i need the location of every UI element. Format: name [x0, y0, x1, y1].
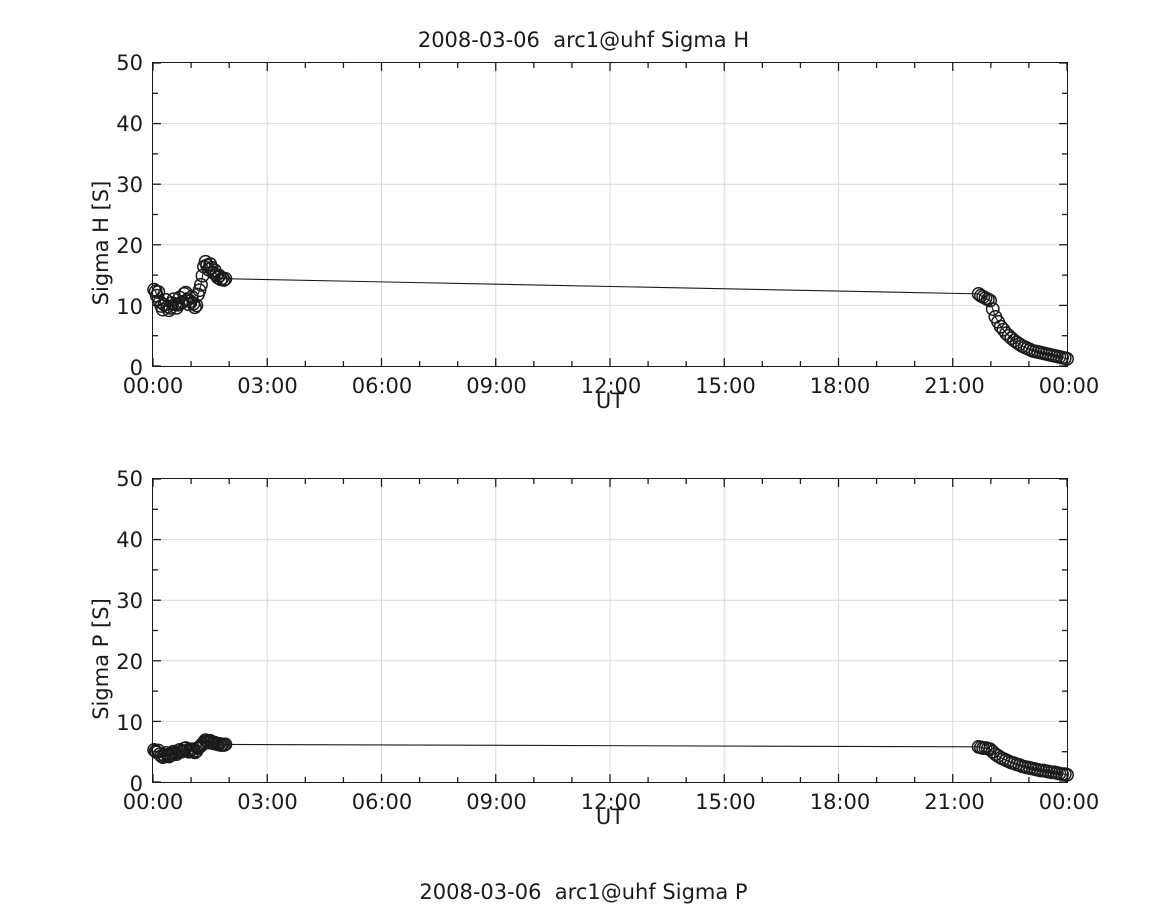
gridlines-sigma-p [153, 479, 1067, 782]
x-tick-label: 15:00 [695, 374, 756, 398]
x-tick-label: 06:00 [351, 790, 413, 814]
data-series-sigma-h [147, 254, 1074, 366]
chart-title-sigma-h: 2008-03-06 arc1@uhf Sigma H [417, 28, 750, 52]
x-tick-label: 09:00 [466, 374, 527, 398]
y-tick-label: 40 [116, 112, 143, 136]
data-series-sigma-p [147, 733, 1074, 782]
y-tick-label: 0 [129, 356, 143, 380]
x-tick-label: 00:00 [122, 374, 184, 398]
y-tick-label: 0 [129, 772, 143, 796]
x-tick-label: 00:00 [1038, 374, 1100, 398]
x-tick-label: 21:00 [924, 374, 985, 398]
axis-ticks-sigma-h [152, 62, 1068, 367]
x-tick-label: 21:00 [924, 790, 985, 814]
y-tick-label: 50 [116, 51, 143, 75]
x-axis-label-sigma-p: UT [595, 805, 625, 829]
y-tick-label: 10 [116, 295, 143, 319]
y-tick-label: 20 [116, 650, 143, 674]
x-axis-label-sigma-h: UT [595, 389, 625, 413]
axis-ticks-sigma-p [152, 478, 1068, 783]
y-tick-label: 30 [116, 173, 143, 197]
x-tick-label: 15:00 [695, 790, 756, 814]
y-axis-label-sigma-p: Sigma P [S] [89, 598, 113, 720]
x-tick-label: 18:00 [809, 790, 871, 814]
x-tick-label: 12:00 [580, 790, 642, 814]
y-axis-label-sigma-h: Sigma H [S] [89, 180, 113, 306]
chart-title-sigma-p: 2008-03-06 arc1@uhf Sigma P [419, 880, 748, 904]
x-tick-label: 03:00 [237, 374, 298, 398]
x-tick-label: 12:00 [580, 374, 642, 398]
gridlines-sigma-h [153, 63, 1067, 366]
x-tick-label: 00:00 [1038, 790, 1100, 814]
x-tick-label: 18:00 [809, 374, 871, 398]
y-tick-label: 30 [116, 589, 143, 613]
plot-area-sigma-h: Sigma H [S] 0 10 20 30 40 50 00:00 03:00 06:00 0… [89, 51, 1099, 398]
plot-area-sigma-p: Sigma P [S] 0 10 20 30 40 50 00:00 03:00 06:00 0… [89, 467, 1099, 814]
chart-panel-sigma-h: 2008-03-06 arc1@uhf Sigma H [0, 0, 1167, 437]
y-tick-label: 40 [116, 528, 143, 552]
x-tick-label: 06:00 [351, 374, 413, 398]
y-tick-label: 10 [116, 711, 143, 735]
y-tick-label: 20 [116, 234, 143, 258]
x-tick-label: 00:00 [122, 790, 184, 814]
x-tick-label: 09:00 [466, 790, 527, 814]
x-tick-label: 03:00 [237, 790, 298, 814]
y-tick-label: 50 [116, 467, 143, 491]
